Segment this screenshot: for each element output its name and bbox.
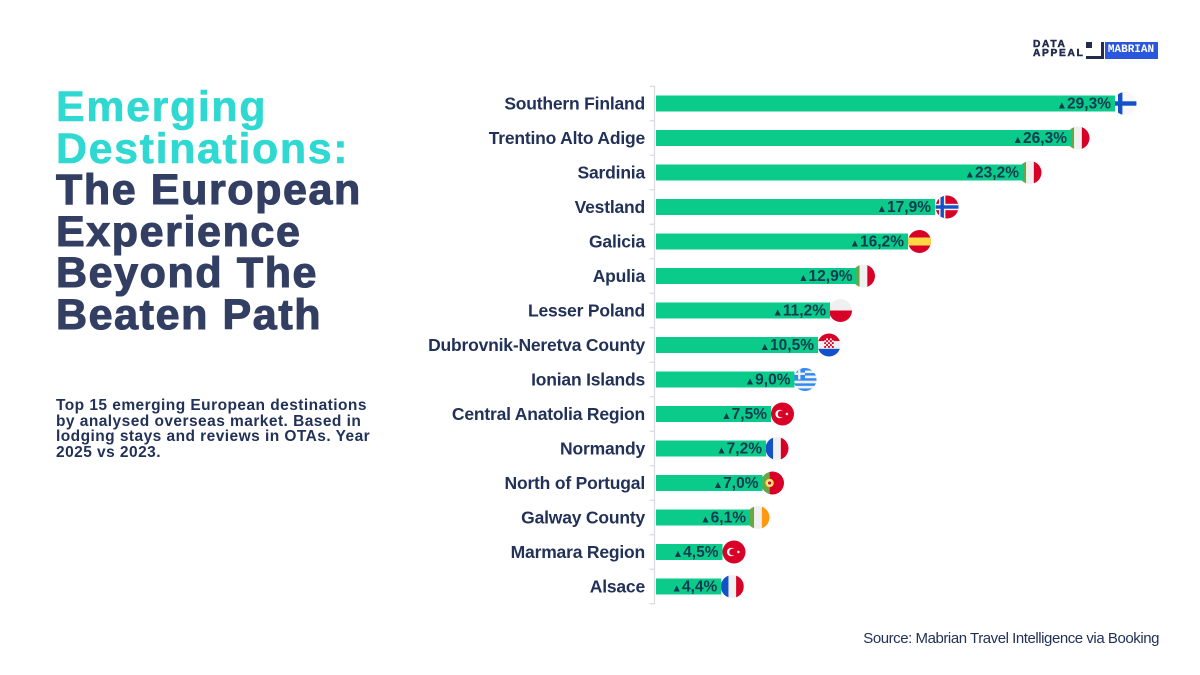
svg-text:Southern Finland: Southern Finland xyxy=(504,94,645,114)
svg-text:▲9,0%: ▲9,0% xyxy=(745,371,791,388)
svg-text:Dubrovnik-Neretva County: Dubrovnik-Neretva County xyxy=(428,335,645,355)
svg-text:▲17,9%: ▲17,9% xyxy=(877,199,932,216)
svg-text:▲7,5%: ▲7,5% xyxy=(721,406,767,423)
svg-text:Alsace: Alsace xyxy=(590,577,646,597)
svg-text:▲7,2%: ▲7,2% xyxy=(716,440,762,457)
svg-text:▲7,0%: ▲7,0% xyxy=(713,475,759,492)
svg-text:▲6,1%: ▲6,1% xyxy=(700,509,746,526)
svg-text:▲4,5%: ▲4,5% xyxy=(673,544,719,561)
svg-text:▲29,3%: ▲29,3% xyxy=(1057,95,1112,112)
svg-text:Trentino Alto Adige: Trentino Alto Adige xyxy=(489,128,646,148)
svg-text:Normandy: Normandy xyxy=(560,439,645,459)
svg-text:Sardinia: Sardinia xyxy=(578,163,646,183)
svg-text:Vestland: Vestland xyxy=(575,197,645,217)
svg-text:Ionian Islands: Ionian Islands xyxy=(531,370,645,390)
svg-text:Galicia: Galicia xyxy=(589,232,645,252)
svg-text:Central Anatolia Region: Central Anatolia Region xyxy=(452,404,645,424)
svg-text:▲4,4%: ▲4,4% xyxy=(672,578,718,595)
svg-text:▲10,5%: ▲10,5% xyxy=(760,337,815,354)
svg-text:Lesser Poland: Lesser Poland xyxy=(528,301,645,321)
svg-text:▲26,3%: ▲26,3% xyxy=(1013,130,1068,147)
svg-text:▲12,9%: ▲12,9% xyxy=(798,268,853,285)
svg-text:North of Portugal: North of Portugal xyxy=(505,473,645,493)
svg-text:Apulia: Apulia xyxy=(593,266,646,286)
svg-text:▲16,2%: ▲16,2% xyxy=(850,233,905,250)
svg-text:Galway County: Galway County xyxy=(521,508,645,528)
svg-text:Marmara Region: Marmara Region xyxy=(511,542,645,562)
svg-text:▲23,2%: ▲23,2% xyxy=(965,164,1020,181)
svg-text:▲11,2%: ▲11,2% xyxy=(772,302,826,319)
